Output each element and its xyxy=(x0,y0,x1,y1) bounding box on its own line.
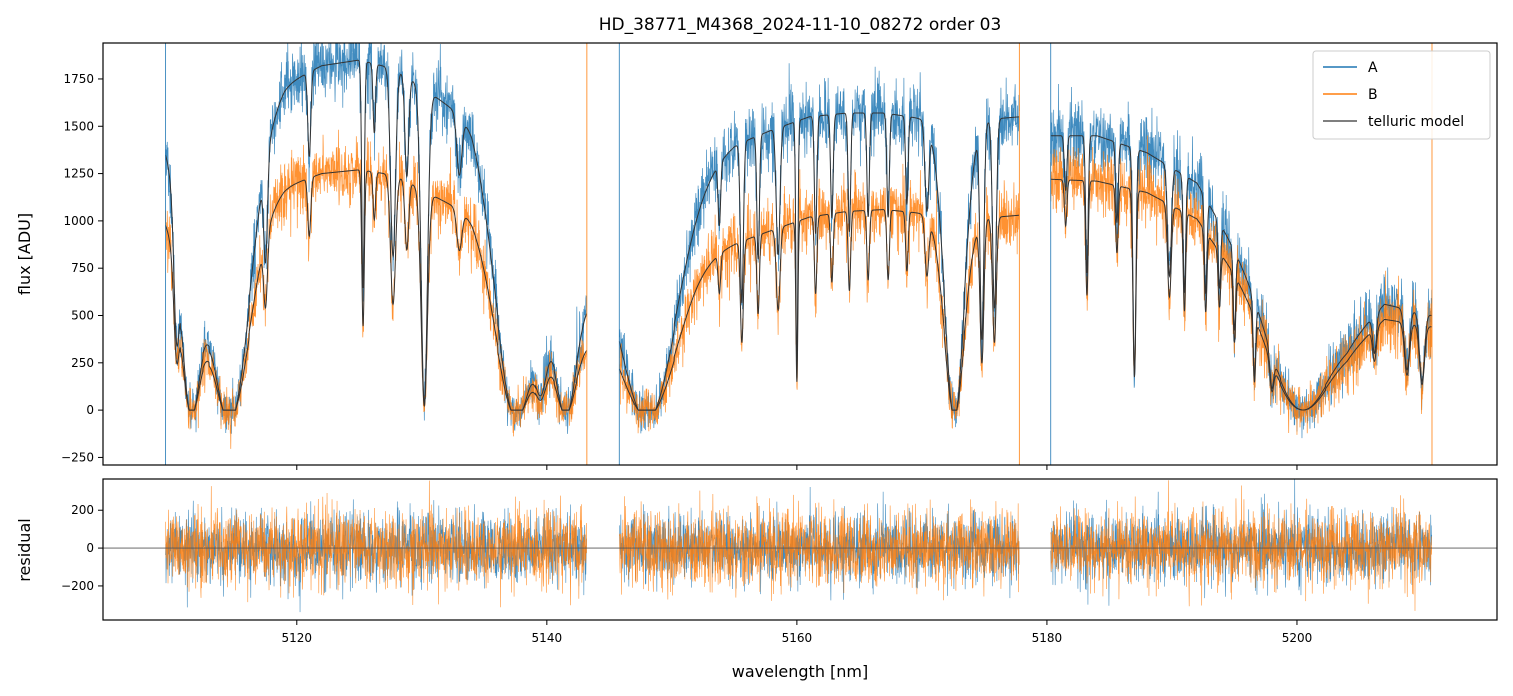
residual-y-axis: −200 0 200 xyxy=(61,503,103,593)
series-b-residual-1 xyxy=(619,490,1020,601)
residual-y-label: residual xyxy=(15,518,34,581)
x-axis-label: wavelength [nm] xyxy=(732,662,869,681)
telluric-model-a-0 xyxy=(165,59,588,411)
x-tick-label: 5180 xyxy=(1032,631,1063,645)
x-tick-label: 5200 xyxy=(1282,631,1313,645)
legend-box xyxy=(1312,50,1491,140)
flux-y-tick-label: 750 xyxy=(71,261,94,275)
residual-plot-area xyxy=(103,479,1497,613)
series-a-residual-2 xyxy=(1050,479,1433,606)
flux-y-tick-label: 1750 xyxy=(63,72,94,86)
flux-x-axis xyxy=(296,465,1298,470)
flux-panel-frame xyxy=(102,42,1498,466)
flux-y-tick-label: 1500 xyxy=(63,119,94,133)
legend: A B telluric model xyxy=(1312,50,1491,140)
flux-y-label: flux [ADU] xyxy=(15,213,34,295)
flux-y-tick-label: 250 xyxy=(71,356,94,370)
x-tick-label: 5120 xyxy=(282,631,313,645)
series-b-flux-2 xyxy=(1050,135,1433,435)
telluric-model-b-1 xyxy=(618,209,1020,411)
residual-panel: −200 0 200 5120 5140 5160 5180 5200 residual xyxy=(15,478,1498,645)
legend-label-a: A xyxy=(1368,60,1378,76)
flux-y-tick-label: 500 xyxy=(71,309,94,323)
flux-y-tick-label: 0 xyxy=(86,403,94,417)
series-a-flux-0 xyxy=(165,43,587,434)
flux-panel: −250 0 250 500 750 1000 1250 1500 1750 flux [ADU… xyxy=(15,42,1498,470)
chart-title: HD_38771_M4368_2024-11-10_08272 order 03 xyxy=(599,15,1002,35)
legend-label-model: telluric model xyxy=(1368,114,1464,130)
flux-y-axis: −250 0 250 500 750 1000 1250 1500 1750 xyxy=(61,72,103,464)
telluric-model-b-2 xyxy=(1050,178,1432,411)
series-b-residual-2 xyxy=(1050,480,1433,611)
telluric-model-a-2 xyxy=(1050,135,1432,411)
residual-y-tick-label: 200 xyxy=(71,503,94,517)
residual-x-axis: 5120 5140 5160 5180 5200 xyxy=(282,620,1313,645)
legend-label-b: B xyxy=(1368,87,1378,103)
flux-y-tick-label: 1000 xyxy=(63,214,94,228)
x-tick-label: 5140 xyxy=(532,631,563,645)
flux-y-tick-label: 1250 xyxy=(63,167,94,181)
residual-y-tick-label: 0 xyxy=(86,541,94,555)
residual-y-tick-label: −200 xyxy=(61,579,94,593)
series-b-flux-0 xyxy=(165,129,587,449)
series-b-flux-1 xyxy=(619,163,1020,434)
telluric-model-b-0 xyxy=(165,169,588,411)
x-tick-label: 5160 xyxy=(782,631,813,645)
telluric-model-a-1 xyxy=(618,112,1020,411)
flux-plot-area xyxy=(165,43,1433,465)
flux-y-tick-label: −250 xyxy=(61,450,94,464)
residual-panel-frame xyxy=(102,478,1498,621)
